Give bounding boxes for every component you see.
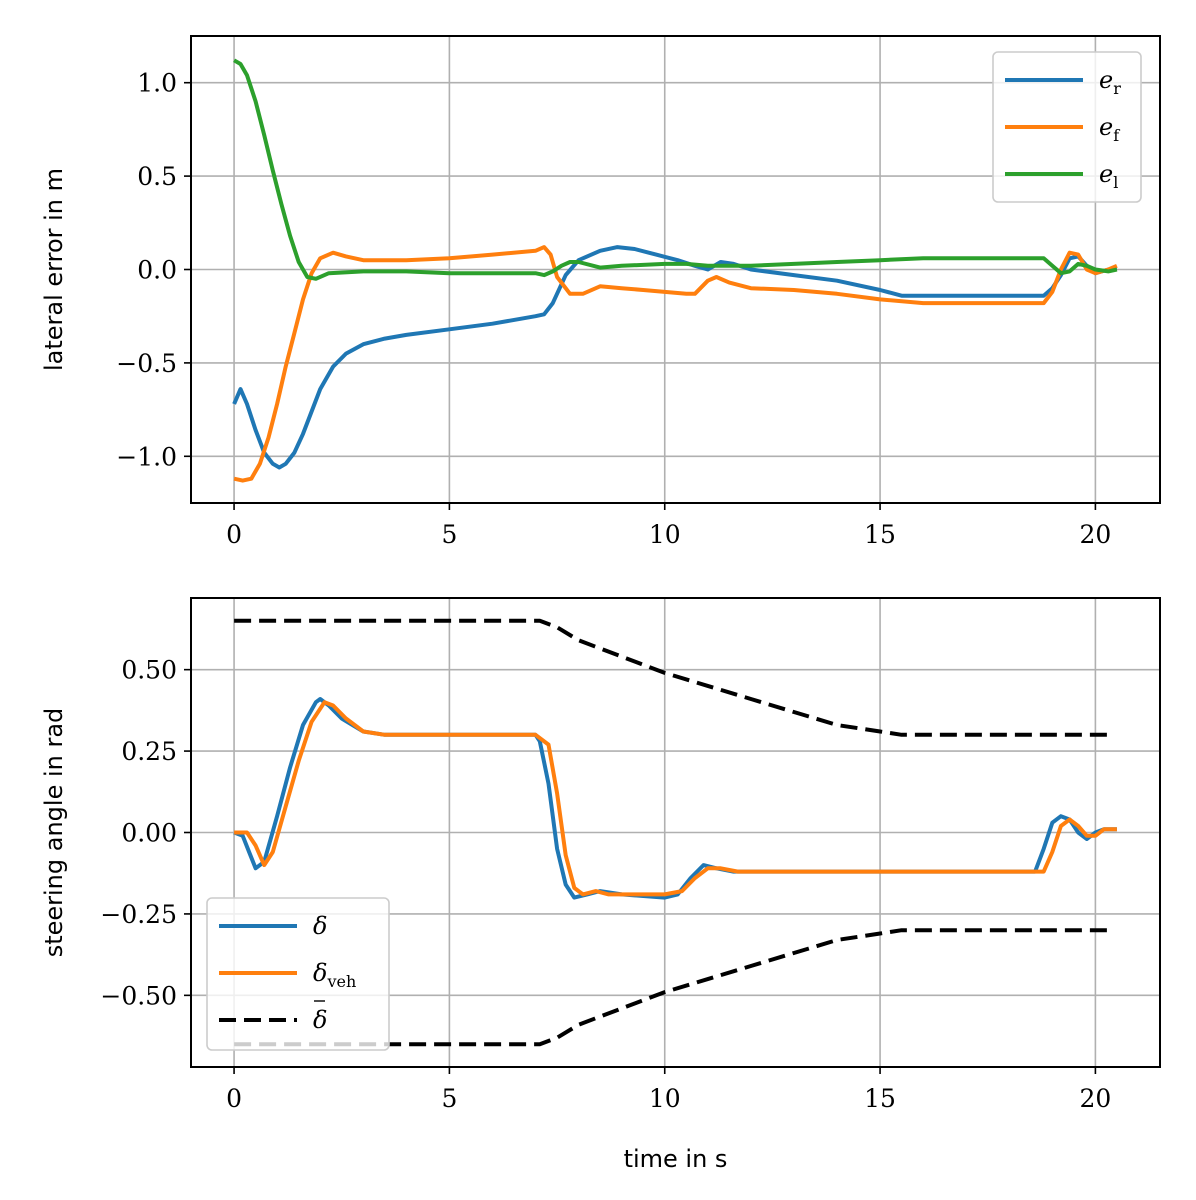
y-tick-label: −0.5	[116, 349, 177, 378]
lateral-error-panel: 0 5 10 15 20 −1.0 −0.5 0.0 0.5 1.0 lateral error i…	[40, 35, 1161, 549]
y-axis-label: steering angle in rad	[40, 708, 68, 958]
series-line-upper	[234, 618, 1109, 737]
series-line-e-l	[233, 58, 1118, 281]
legend-box	[206, 897, 390, 1051]
y-tick-label: 0.50	[121, 656, 177, 685]
series-line-lower	[234, 928, 1109, 1047]
series-line-item	[233, 697, 1117, 900]
legend: er ef el	[992, 51, 1142, 203]
y-tick-label: 0.25	[121, 737, 177, 766]
legend-label-e-l: el	[1099, 160, 1118, 192]
y-tick-label: 1.0	[137, 69, 177, 98]
y-tick-label: 0.0	[137, 256, 177, 285]
x-tick-label: 0	[226, 1084, 242, 1113]
x-tick-label: 15	[864, 520, 896, 549]
series-line-e-r	[232, 245, 1117, 470]
x-tick-label: 20	[1079, 1084, 1111, 1113]
series-line-e-f	[233, 245, 1118, 483]
x-tick-label: 10	[649, 520, 681, 549]
steering-angle-panel: 0 5 10 15 20 −0.50 −0.25 0.00 0.25 0.50 steering a…	[40, 597, 1161, 1173]
x-tick-label: 10	[649, 1084, 681, 1113]
legend-label-e-f: ef	[1099, 113, 1120, 145]
series-line-veh	[234, 700, 1117, 897]
x-tick-label: 0	[226, 520, 242, 549]
x-axis-label: time in s	[624, 1145, 728, 1173]
y-tick-label: 0.00	[121, 819, 177, 848]
y-tick-label: −0.25	[100, 900, 177, 929]
x-tick-label: 5	[441, 520, 457, 549]
y-axis-label: lateral error in m	[40, 168, 68, 371]
y-tick-label: −1.0	[116, 442, 177, 471]
x-tick-label: 20	[1079, 520, 1111, 549]
x-tick-label: 15	[864, 1084, 896, 1113]
legend: δ δveh δ	[206, 897, 390, 1051]
series-group	[233, 618, 1117, 1047]
legend-label-veh: δveh	[313, 959, 356, 991]
legend-label-item: δ	[313, 912, 327, 940]
y-tick-label: 0.5	[137, 162, 177, 191]
legend-label-upper: δ	[313, 1006, 327, 1034]
y-tick-label: −0.50	[100, 981, 177, 1010]
legend-label-e-r: er	[1099, 66, 1121, 98]
x-tick-label: 5	[441, 1084, 457, 1113]
series-group	[232, 58, 1118, 483]
